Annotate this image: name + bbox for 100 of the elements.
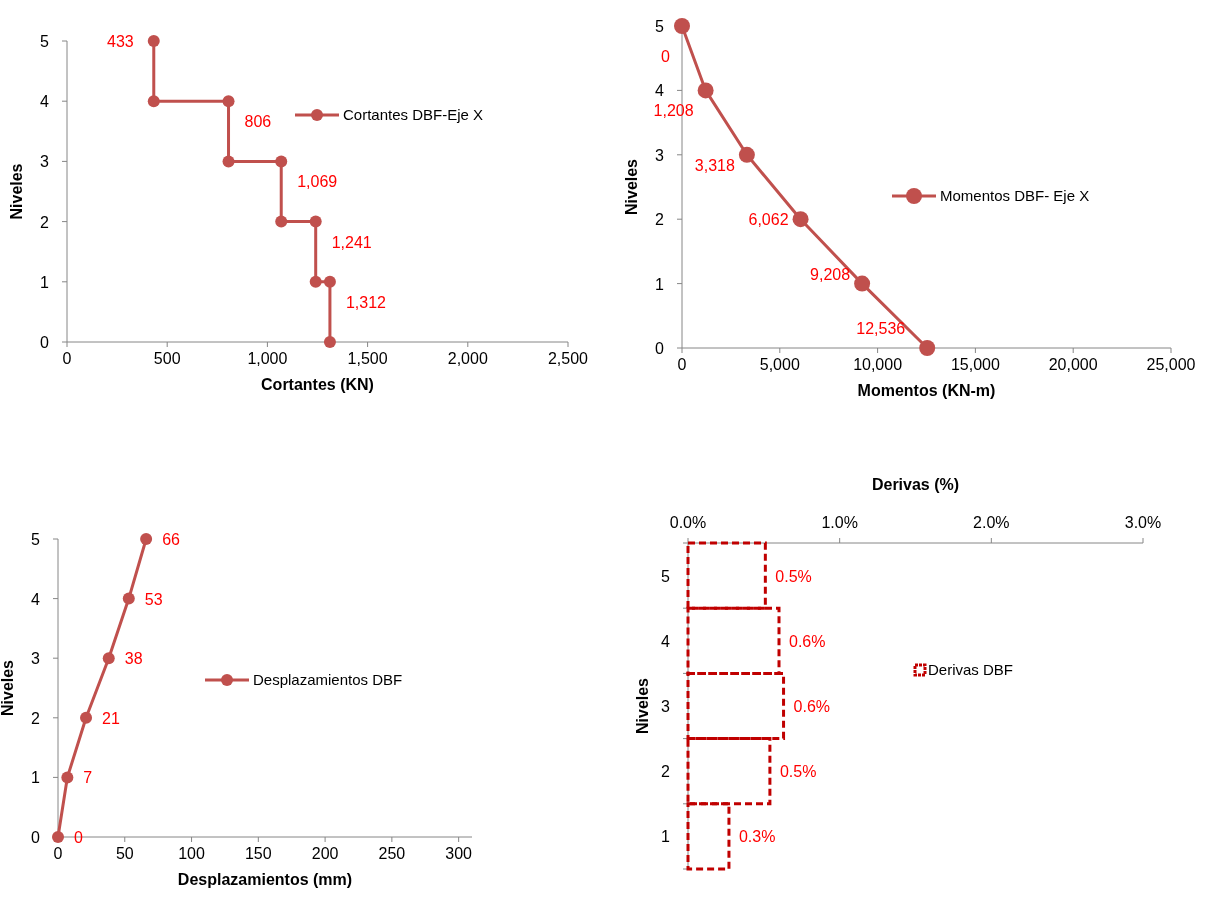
x-axis-title: Momentos (KN-m): [857, 382, 996, 399]
annotation: 6,062: [748, 211, 789, 229]
y-tick-label: 5: [661, 567, 671, 585]
y-tick-label: 5: [655, 18, 665, 35]
point: [140, 533, 153, 545]
point: [80, 711, 93, 724]
annotation: 433: [107, 33, 134, 50]
y-tick-label: 5: [31, 531, 41, 548]
x-tick-label: 0: [62, 350, 72, 367]
data-label: 0.3%: [738, 828, 776, 846]
x-axis-title: Derivas (%): [871, 476, 960, 493]
point: [323, 336, 336, 348]
legend-label: Cortantes DBF-Eje X: [343, 106, 484, 123]
x-tick-label: 20,000: [1048, 356, 1098, 373]
y-tick-label: 1: [40, 273, 50, 291]
y-tick-label: 3: [31, 650, 41, 668]
y-tick-label: 1: [655, 275, 665, 293]
x-tick-label: 100: [178, 845, 205, 862]
data-label: 0.5%: [779, 763, 817, 781]
data-label: 0.5%: [775, 567, 812, 585]
annotation: 7: [83, 769, 93, 787]
point: [792, 211, 809, 228]
y-axis-title: Niveles: [634, 677, 651, 735]
point: [323, 275, 336, 288]
annotation: 12,536: [856, 320, 906, 337]
y-tick-label: 5: [40, 33, 50, 50]
y-tick-label: 1: [31, 769, 41, 787]
y-tick-label: 1: [661, 828, 671, 846]
data-label: 0.6%: [789, 632, 826, 650]
point: [309, 275, 322, 288]
point: [61, 771, 74, 784]
x-tick-label: 15,000: [950, 356, 1000, 373]
annotation: 21: [102, 709, 120, 727]
x-tick-label: 0: [677, 356, 687, 373]
x-tick-label: 500: [153, 350, 181, 367]
annotation: 1,069: [297, 173, 338, 191]
y-tick-label: 3: [661, 698, 671, 715]
point: [122, 592, 135, 605]
point: [52, 831, 64, 843]
x-tick-label: 2,000: [447, 350, 488, 367]
x-tick-label: 3.0%: [1124, 514, 1162, 531]
x-tick-label: 0.0%: [669, 514, 707, 531]
x-tick-label: 200: [311, 845, 339, 862]
x-axis-title: Desplazamientos (mm): [177, 871, 353, 888]
legend-label: Derivas DBF: [928, 661, 1014, 678]
data-label: 0.6%: [793, 698, 831, 715]
annotation: 9,208: [810, 265, 851, 283]
legend-label: Momentos DBF- Eje X: [940, 187, 1090, 204]
y-tick-label: 3: [655, 146, 665, 164]
point: [147, 95, 160, 108]
annotation: 38: [124, 650, 143, 668]
point: [222, 155, 235, 168]
x-tick-label: 250: [378, 845, 406, 862]
x-tick-label: 2.0%: [973, 514, 1010, 531]
x-tick-label: 1.0%: [821, 514, 858, 531]
point: [738, 146, 755, 163]
legend-label: Desplazamientos DBF: [253, 671, 403, 688]
x-tick-label: 50: [115, 845, 134, 862]
annotation: 806: [244, 113, 272, 131]
y-axis-title: Niveles: [0, 659, 16, 717]
annotation: 53: [144, 590, 163, 608]
y-tick-label: 4: [655, 82, 665, 100]
annotation: 3,318: [694, 156, 735, 174]
annotation: 1,241: [331, 233, 372, 251]
point: [697, 82, 714, 99]
y-axis-title: Niveles: [8, 163, 25, 220]
y-tick-label: 2: [661, 763, 671, 781]
y-tick-label: 2: [40, 213, 50, 231]
y-axis-title: Niveles: [623, 158, 640, 216]
point: [674, 18, 690, 34]
y-tick-label: 2: [655, 211, 665, 229]
y-tick-label: 4: [661, 632, 671, 650]
x-tick-label: 1,500: [347, 350, 388, 367]
annotation: 66: [162, 531, 181, 548]
x-tick-label: 5,000: [759, 356, 800, 373]
point: [102, 652, 115, 665]
point: [309, 215, 322, 228]
y-tick-label: 3: [40, 153, 50, 171]
x-tick-label: 150: [244, 845, 272, 862]
annotation: 1,312: [345, 293, 387, 311]
x-tick-label: 300: [445, 845, 473, 862]
y-tick-label: 0: [40, 334, 50, 351]
point: [222, 95, 235, 108]
x-tick-label: 2,500: [547, 350, 589, 367]
y-tick-label: 4: [31, 590, 41, 608]
annotation: 1,208: [653, 102, 694, 120]
x-tick-label: 0: [53, 845, 63, 862]
point: [147, 35, 160, 47]
annotation: 0: [74, 829, 83, 846]
point: [854, 275, 871, 292]
point: [919, 340, 936, 356]
y-tick-label: 4: [40, 93, 50, 111]
y-tick-label: 2: [31, 709, 41, 727]
x-axis-title: Cortantes (KN): [261, 376, 374, 393]
x-tick-label: 1,000: [247, 350, 288, 367]
point: [275, 215, 288, 228]
point: [275, 155, 288, 168]
x-tick-label: 25,000: [1146, 356, 1196, 373]
y-tick-label: 0: [31, 829, 41, 846]
x-tick-label: 10,000: [853, 356, 903, 373]
